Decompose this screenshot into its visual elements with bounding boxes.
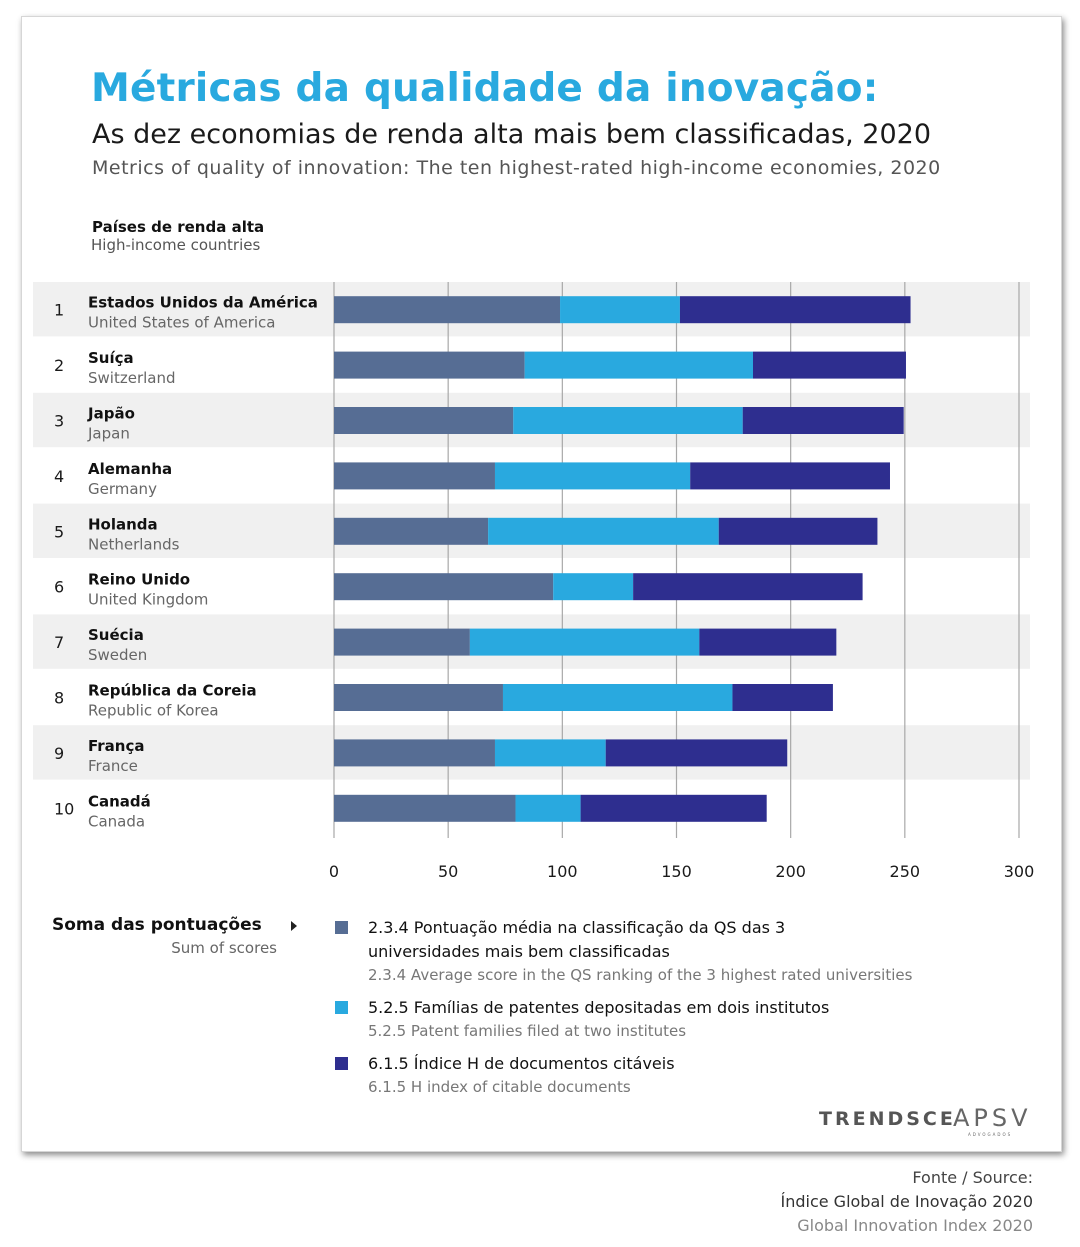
stacked-bar-chart: 1 Estados Unidos da América United States … (33, 282, 1035, 881)
legend-label-en: 6.1.5 H index of citable documents (368, 1078, 631, 1096)
rank-label: 8 (54, 689, 64, 708)
category-header-en: High-income countries (91, 236, 261, 254)
source-name-en: Global Innovation Index 2020 (797, 1216, 1033, 1235)
bar-segment-hindex (633, 573, 863, 601)
rank-label: 6 (54, 578, 64, 597)
bar-segment-patents (494, 462, 691, 490)
x-tick-label: 200 (775, 862, 806, 881)
bar-segment-patents (502, 684, 733, 711)
bar-segment-patents (560, 296, 680, 324)
rank-label: 3 (54, 412, 64, 431)
bar-segment-qs (334, 296, 561, 324)
country-name-pt: França (88, 737, 145, 755)
x-tick-label: 100 (547, 862, 578, 881)
bar-segment-hindex (718, 517, 878, 545)
legend-item-patents: 5.2.5 Famílias de patentes depositadas e… (335, 996, 1035, 1042)
rank-label: 9 (54, 744, 64, 763)
legend-item-qs: 2.3.4 Pontuação média na classificação d… (335, 916, 1035, 986)
country-name-en: Republic of Korea (88, 702, 219, 720)
legend-label-pt: 6.1.5 Índice H de documentos citáveis (368, 1054, 675, 1073)
bar-segment-patents (513, 407, 743, 434)
chart-title: Métricas da qualidade da inovação: (91, 66, 879, 111)
bar-segment-hindex (580, 794, 767, 822)
rank-label: 5 (54, 522, 64, 541)
x-tick-label: 300 (1004, 862, 1035, 881)
apsv-logo: APSV (953, 1104, 1032, 1132)
country-name-en: Germany (88, 480, 157, 498)
bar-segment-hindex (605, 739, 788, 767)
bar-segment-hindex (742, 407, 904, 434)
country-name-en: Netherlands (88, 535, 180, 553)
country-name-en: Switzerland (88, 369, 176, 387)
country-name-en: United States of America (88, 314, 275, 332)
bar-segment-patents (469, 628, 700, 656)
bar-segment-patents (494, 739, 606, 767)
country-name-pt: Japão (87, 405, 135, 423)
country-name-pt: Suécia (88, 626, 144, 644)
bar-segment-patents (553, 573, 634, 601)
country-name-pt: República da Coreia (88, 682, 257, 700)
country-name-pt: Alemanha (88, 460, 172, 478)
country-name-pt: Reino Unido (88, 571, 190, 589)
sum-label-pt: Soma das pontuações (52, 915, 262, 935)
rank-label: 1 (54, 301, 64, 320)
bar-segment-qs (334, 517, 489, 545)
country-name-pt: Suíça (88, 349, 134, 367)
trendsce-logo: TRENDSCE (819, 1108, 956, 1130)
bar-segment-qs (334, 794, 516, 822)
apsv-logo-subtitle: ADVOGADOS (968, 1132, 1013, 1137)
bar-segment-qs (334, 684, 503, 711)
chart-subtitle-pt: As dez economias de renda alta mais bem … (92, 119, 932, 150)
bar-segment-qs (334, 351, 525, 379)
chart-subtitle-en: Metrics of quality of innovation: The te… (92, 157, 941, 179)
x-tick-label: 0 (329, 862, 339, 881)
bar-segment-patents (488, 517, 719, 545)
country-name-en: United Kingdom (88, 591, 208, 609)
x-tick-label: 50 (438, 862, 458, 881)
rank-label: 2 (54, 356, 64, 375)
bar-segment-qs (334, 407, 514, 434)
x-tick-label: 150 (661, 862, 692, 881)
category-header-pt: Países de renda alta (92, 218, 265, 236)
legend-label-en: 5.2.5 Patent families filed at two insti… (368, 1022, 687, 1040)
country-name-en: France (88, 757, 138, 775)
legend-swatch-qs (335, 921, 348, 934)
bar-segment-patents (515, 794, 581, 822)
country-name-pt: Estados Unidos da América (88, 294, 318, 312)
legend-item-hindex: 6.1.5 Índice H de documentos citáveis 6.… (335, 1052, 1035, 1098)
legend-label-pt: 5.2.5 Famílias de patentes depositadas e… (368, 998, 830, 1017)
rank-label: 4 (54, 467, 64, 486)
source-note: Fonte / Source: Índice Global de Inovaçã… (780, 1166, 1033, 1238)
legend-swatch-patents (335, 1001, 348, 1014)
bar-segment-hindex (690, 462, 890, 490)
caret-right-icon (291, 921, 297, 931)
legend-label-en: 2.3.4 Average score in the QS ranking of… (368, 966, 913, 984)
bar-segment-qs (334, 628, 470, 656)
rank-label: 10 (54, 799, 74, 818)
bar-segment-qs (334, 739, 495, 767)
source-name-pt: Índice Global de Inovação 2020 (780, 1192, 1033, 1211)
bar-segment-hindex (732, 684, 833, 711)
legend-label-pt: 2.3.4 Pontuação média na classificação d… (368, 918, 786, 961)
country-name-en: Canada (88, 812, 145, 830)
source-label: Fonte / Source: (912, 1168, 1033, 1187)
bar-segment-patents (524, 351, 753, 379)
country-name-pt: Canadá (88, 792, 151, 810)
legend-swatch-hindex (335, 1057, 348, 1070)
sum-label-en: Sum of scores (171, 939, 277, 957)
bar-segment-hindex (699, 628, 837, 656)
bar-segment-qs (334, 573, 554, 601)
legend: 2.3.4 Pontuação média na classificação d… (335, 916, 1035, 1108)
bar-segment-qs (334, 462, 495, 490)
rank-label: 7 (54, 633, 64, 652)
country-name-pt: Holanda (88, 515, 158, 533)
country-name-en: Japan (87, 425, 130, 443)
x-tick-label: 250 (890, 862, 921, 881)
bar-segment-hindex (752, 351, 906, 379)
bar-segment-hindex (679, 296, 911, 324)
country-name-en: Sweden (88, 646, 147, 664)
